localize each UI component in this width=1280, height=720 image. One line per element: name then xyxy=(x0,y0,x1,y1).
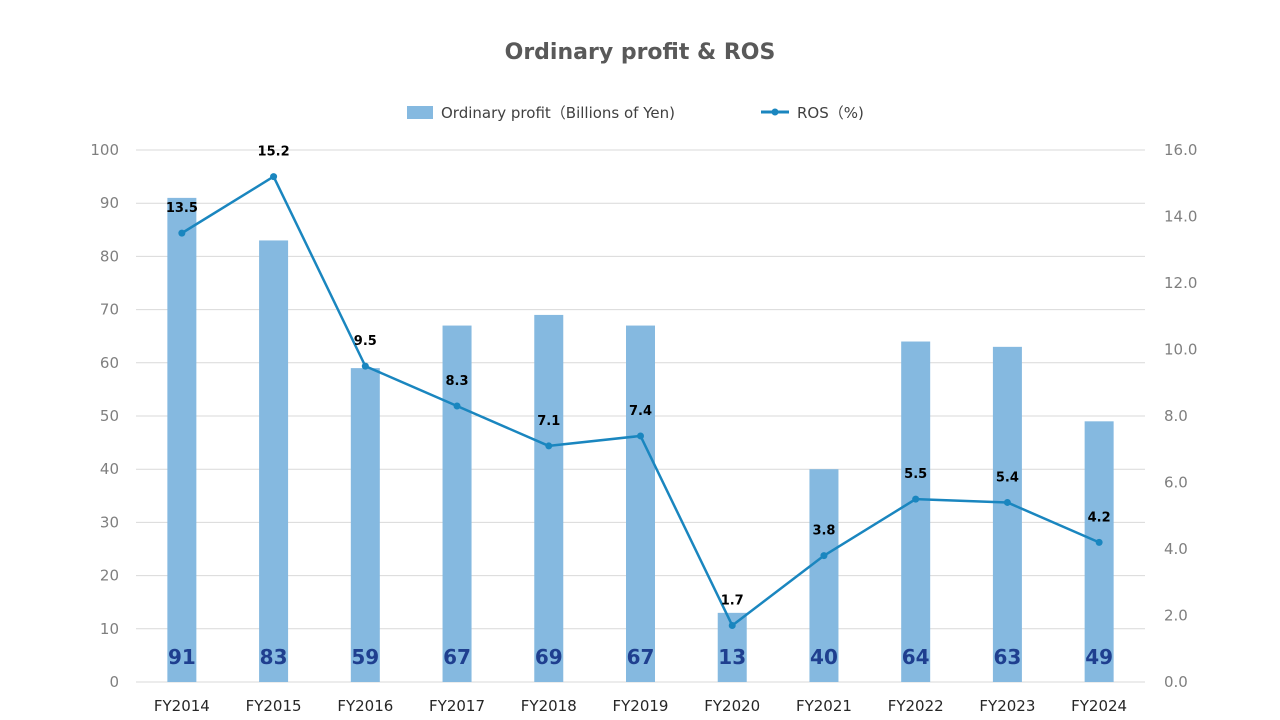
left-tick-label: 50 xyxy=(100,407,119,425)
bar-value-label: 67 xyxy=(627,645,655,669)
bar xyxy=(167,198,196,682)
x-tick-label: FY2022 xyxy=(888,697,944,715)
bar xyxy=(259,240,288,682)
left-tick-label: 100 xyxy=(90,141,119,159)
x-tick-label: FY2020 xyxy=(704,697,760,715)
right-tick-label: 4.0 xyxy=(1164,540,1188,558)
bar xyxy=(626,326,655,682)
left-tick-label: 40 xyxy=(100,460,119,478)
bar-series xyxy=(167,198,1113,682)
bar-value-label: 13 xyxy=(718,645,746,669)
legend-bar-swatch xyxy=(407,106,433,119)
ros-value-label: 8.3 xyxy=(446,374,469,389)
x-tick-label: FY2015 xyxy=(246,697,302,715)
ros-marker xyxy=(270,173,277,180)
ros-value-label: 1.7 xyxy=(721,593,744,608)
ros-marker xyxy=(1096,539,1103,546)
ros-marker xyxy=(637,432,644,439)
bar xyxy=(901,342,930,682)
bar-value-label: 63 xyxy=(993,645,1021,669)
bar-value-label: 64 xyxy=(902,645,930,669)
bar-value-label: 67 xyxy=(443,645,471,669)
ros-value-label: 15.2 xyxy=(258,145,290,160)
ros-value-label: 5.4 xyxy=(996,470,1019,485)
bar xyxy=(534,315,563,682)
bar-value-label: 59 xyxy=(351,645,379,669)
right-tick-label: 16.0 xyxy=(1164,141,1197,159)
bar-data-labels: 91 83 59 67 69 67 13 40 64 63 49 xyxy=(168,645,1113,669)
bar-value-label: 49 xyxy=(1085,645,1113,669)
ros-marker xyxy=(545,442,552,449)
legend-line-marker xyxy=(772,109,779,116)
ros-value-label: 5.5 xyxy=(904,467,927,482)
x-tick-label: FY2021 xyxy=(796,697,852,715)
legend: Ordinary profit（Billions of Yen) ROS（%) xyxy=(407,104,864,122)
ros-marker xyxy=(454,403,461,410)
bar xyxy=(351,368,380,682)
right-tick-label: 2.0 xyxy=(1164,607,1188,625)
bar xyxy=(1085,421,1114,682)
left-axis: 0 10 20 30 40 50 60 70 80 90 100 xyxy=(90,141,119,691)
ros-value-label: 9.5 xyxy=(354,334,377,349)
bar-value-label: 83 xyxy=(260,645,288,669)
ros-marker xyxy=(178,230,185,237)
x-tick-label: FY2014 xyxy=(154,697,210,715)
x-tick-label: FY2019 xyxy=(613,697,669,715)
right-tick-label: 6.0 xyxy=(1164,474,1188,492)
legend-line-label: ROS（%) xyxy=(797,104,864,122)
ros-marker xyxy=(729,622,736,629)
ros-value-label: 3.8 xyxy=(812,524,835,539)
right-tick-label: 0.0 xyxy=(1164,673,1188,691)
x-tick-label: FY2023 xyxy=(979,697,1035,715)
ros-marker xyxy=(820,552,827,559)
left-tick-label: 30 xyxy=(100,513,119,531)
left-tick-label: 90 xyxy=(100,194,119,212)
ros-value-label: 4.2 xyxy=(1088,510,1111,525)
right-tick-label: 10.0 xyxy=(1164,341,1197,359)
right-tick-label: 14.0 xyxy=(1164,208,1197,226)
left-tick-label: 60 xyxy=(100,354,119,372)
left-tick-label: 70 xyxy=(100,301,119,319)
ros-value-label: 13.5 xyxy=(166,201,198,216)
x-tick-label: FY2017 xyxy=(429,697,485,715)
combo-chart: Ordinary profit & ROS Ordinary profit（Bi… xyxy=(0,0,1280,720)
x-tick-label: FY2018 xyxy=(521,697,577,715)
bar-value-label: 69 xyxy=(535,645,563,669)
ros-marker xyxy=(912,496,919,503)
right-axis: 0.0 2.0 4.0 6.0 8.0 10.0 12.0 14.0 16.0 xyxy=(1164,141,1197,691)
x-tick-label: FY2016 xyxy=(337,697,393,715)
ros-marker xyxy=(1004,499,1011,506)
ros-value-label: 7.1 xyxy=(537,414,560,429)
left-tick-label: 0 xyxy=(109,673,119,691)
left-tick-label: 80 xyxy=(100,247,119,265)
chart-title: Ordinary profit & ROS xyxy=(505,40,776,65)
x-axis: FY2014 FY2015 FY2016 FY2017 FY2018 FY2019 FY20… xyxy=(154,697,1127,715)
right-tick-label: 12.0 xyxy=(1164,274,1197,292)
ros-marker xyxy=(362,363,369,370)
legend-bar-label: Ordinary profit（Billions of Yen) xyxy=(441,104,675,122)
x-tick-label: FY2024 xyxy=(1071,697,1127,715)
bar xyxy=(993,347,1022,682)
left-tick-label: 10 xyxy=(100,620,119,638)
bar-value-label: 91 xyxy=(168,645,196,669)
left-tick-label: 20 xyxy=(100,567,119,585)
ros-value-label: 7.4 xyxy=(629,404,652,419)
right-tick-label: 8.0 xyxy=(1164,407,1188,425)
bar-value-label: 40 xyxy=(810,645,838,669)
